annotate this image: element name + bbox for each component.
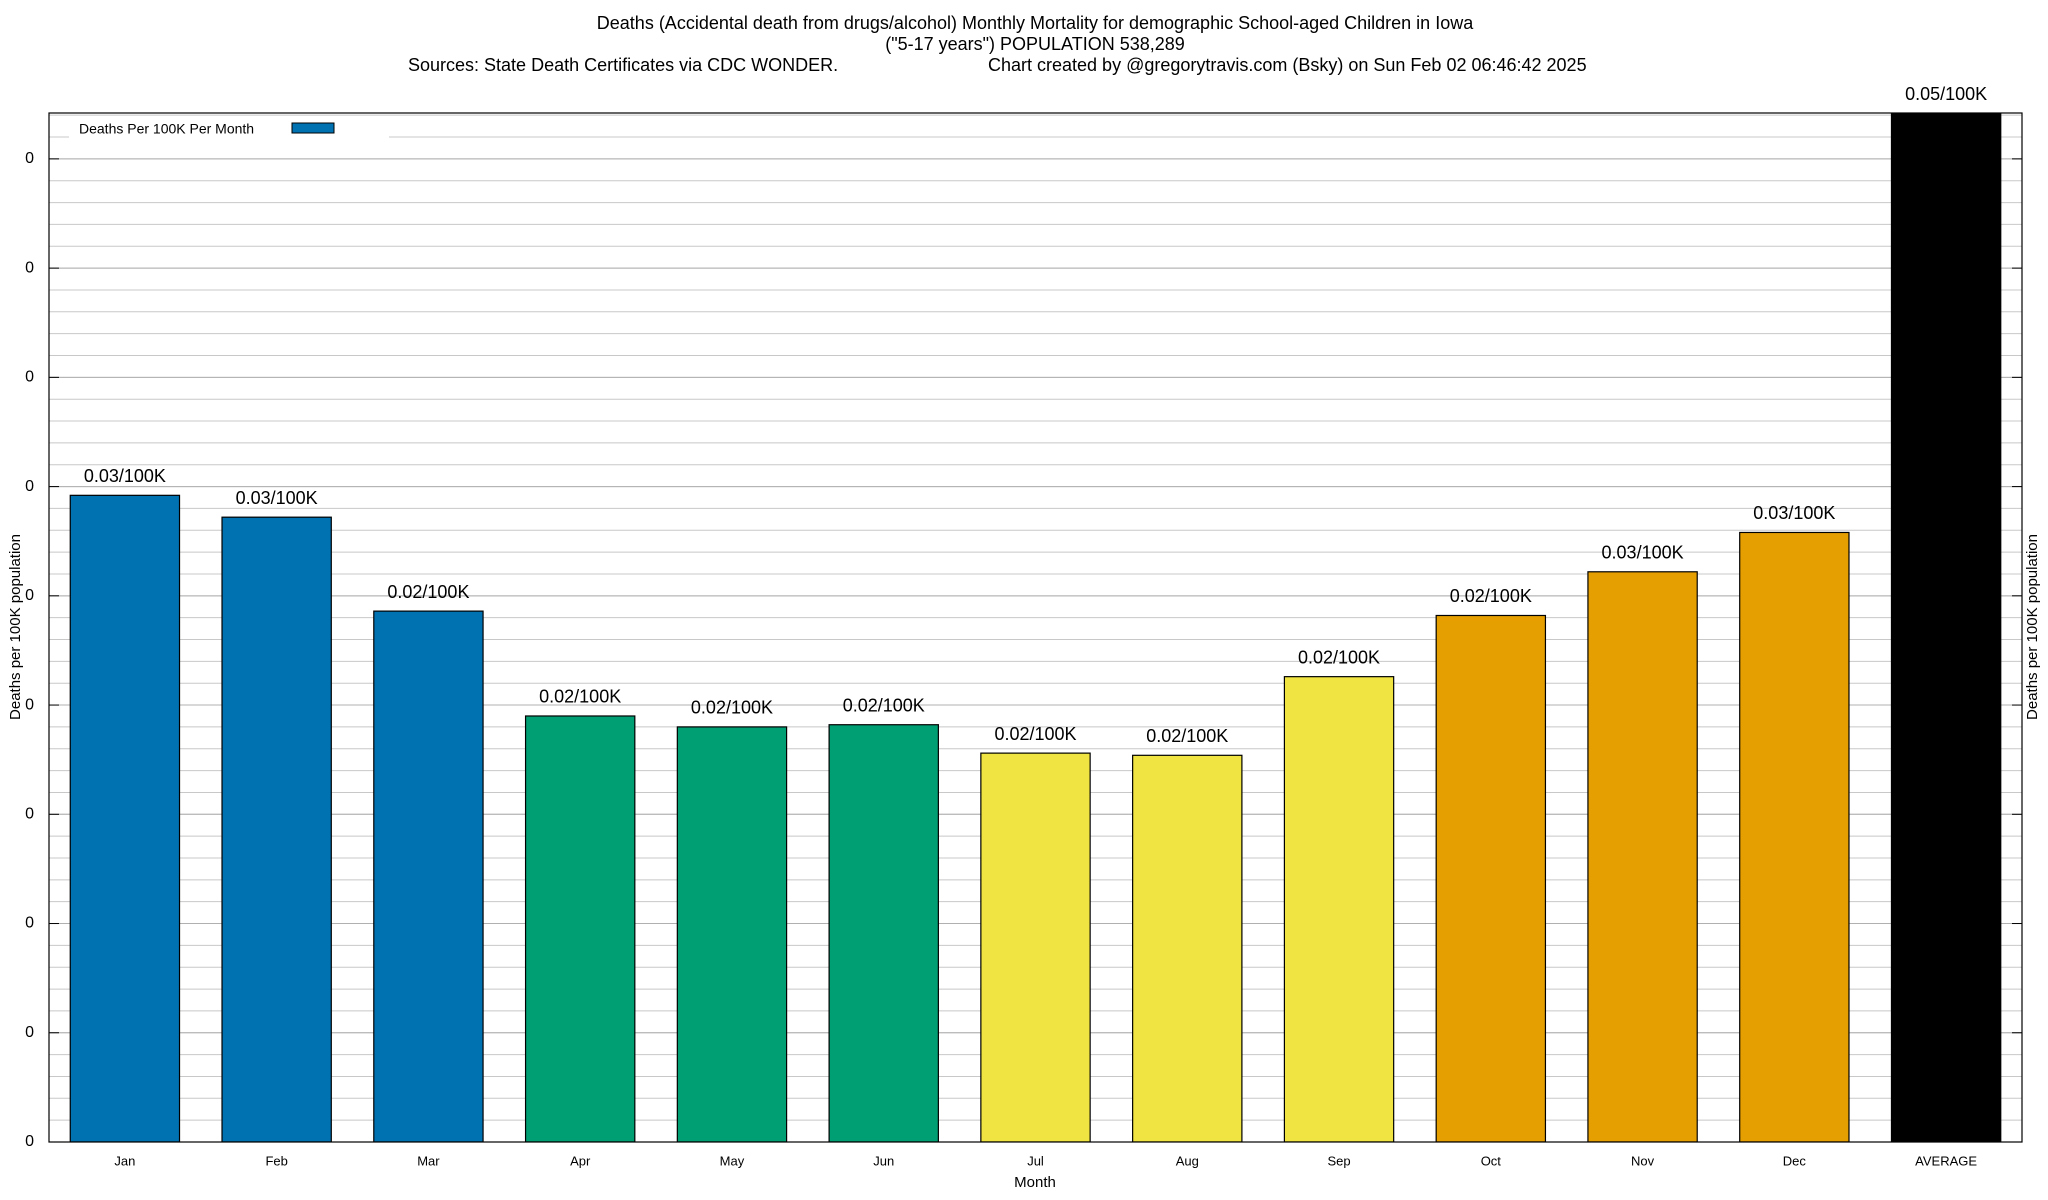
legend-label: Deaths Per 100K Per Month [79,121,254,137]
y-tick-label: 0 [25,150,34,167]
y-tick-label: 0 [25,915,34,932]
bar [373,610,484,1142]
y-tick-label: 0 [25,478,34,495]
y-tick-label: 0 [25,587,34,604]
y-tick-label: 0 [25,259,34,276]
bar [1132,754,1243,1142]
credit: Chart created by @gregorytravis.com (Bsk… [988,55,1587,75]
y-axis-label: Deaths per 100K population [7,534,24,720]
data-label: 0.02/100K [1298,647,1380,667]
x-tick-label: Mar [417,1153,440,1168]
bar [221,516,332,1142]
bar [524,715,636,1142]
x-tick-label: Oct [1481,1153,1502,1168]
data-label: 0.03/100K [236,488,318,508]
data-label: 0.03/100K [1602,543,1684,563]
bar [1739,531,1850,1142]
x-tick-label: Dec [1783,1153,1807,1168]
y-tick-label: 0 [25,369,34,386]
data-label: 0.02/100K [843,695,925,715]
plot-frame [48,112,2023,1143]
data-label: 0.02/100K [1450,586,1532,606]
y-tick-label: 0 [25,696,34,713]
data-label: 0.02/100K [539,687,621,707]
chart-subtitle: ("5-17 years") POPULATION 538,289 [885,34,1185,54]
source: Sources: State Death Certificates via CD… [408,55,838,75]
data-label: 0.05/100K [1905,84,1987,104]
x-tick-label: Nov [1631,1153,1655,1168]
x-tick-label: Aug [1176,1153,1199,1168]
bar [1890,113,2002,1142]
x-axis-label: Month [1014,1174,1056,1191]
legend-swatch [291,122,335,134]
x-tick-label: Jan [114,1153,135,1168]
bars [69,113,2002,1142]
data-label: 0.02/100K [691,698,773,718]
x-tick-label: AVERAGE [1915,1153,1977,1168]
x-tick-label: May [720,1153,745,1168]
chart-title: Deaths (Accidental death from drugs/alco… [597,13,1474,33]
bar [1587,571,1698,1142]
x-tick-label: Sep [1327,1153,1350,1168]
x-tick-label: Apr [570,1153,591,1168]
data-label: 0.03/100K [84,466,166,486]
y-tick-label: 0 [25,1024,34,1041]
x-tick-label: Jun [873,1153,894,1168]
bar [980,752,1091,1142]
data-label: 0.03/100K [1753,503,1835,523]
bar [1283,676,1395,1142]
bar [1435,614,1547,1142]
y-tick-label: 0 [25,1133,34,1150]
legend-background [69,117,389,143]
bar [828,724,939,1142]
data-label: 0.02/100K [387,582,469,602]
data-label: 0.02/100K [1146,726,1228,746]
data-label: 0.02/100K [994,724,1076,744]
bar [69,494,181,1142]
x-tick-label: Jul [1027,1153,1044,1168]
bar [676,726,788,1142]
y2-axis-label: Deaths per 100K population [2024,534,2041,720]
x-tick-label: Feb [265,1153,287,1168]
y-tick-label: 0 [25,806,34,823]
